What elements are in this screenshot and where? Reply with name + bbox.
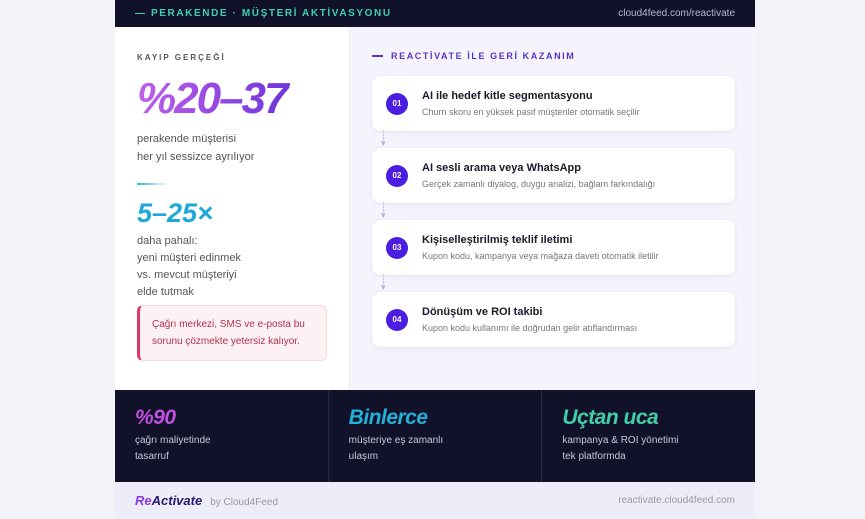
step-desc: Churn skoru en yüksek pasif müşteriler o… [422, 107, 640, 117]
steps-panel: REACTİVATE İLE GERİ KAZANIM 01 AI ile hed… [350, 27, 755, 390]
stat-label: müşteriye eş zamanlı ulaşım [348, 435, 444, 462]
step-number: 01 [386, 92, 408, 115]
header: — PERAKENDE · MÜŞTERİ AKTİVASYONU cloud4… [115, 0, 755, 27]
step-number: 03 [386, 236, 408, 259]
infographic-card: — PERAKENDE · MÜŞTERİ AKTİVASYONU cloud4… [115, 0, 755, 519]
footer-url[interactable]: reactivate.cloud4feed.com [618, 495, 735, 506]
step-number: 04 [386, 308, 408, 331]
connector-arrow-icon: ┆ ▾ [381, 130, 387, 148]
step-card: 04 Dönüşüm ve ROI takibi Kupon kodu kullan… [372, 292, 735, 347]
churn-desc: perakende müşterisi her yıl sessizce ayrı… [137, 133, 255, 163]
stat-value: Binlerce [348, 406, 428, 429]
brand-logo: ReActivate [135, 492, 203, 508]
warning-callout: Çağrı merkezi, SMS ve e-posta bu sorunu … [137, 305, 327, 361]
divider [137, 183, 169, 185]
step-card: 02 AI sesli arama veya WhatsApp Gerçek zam… [372, 148, 735, 203]
step-desc: Kupon kodu kullanımı ile doğrudan gelir … [422, 323, 638, 333]
section-label: KAYIP GERÇEĞİ [137, 53, 226, 62]
stat-item: %90 çağrı maliyetinde tasarruf [115, 390, 329, 482]
connector-arrow-icon: ┆ ▾ [381, 202, 387, 220]
stat-item: Uçtan uca kampanya & ROI yönetimi tek plat… [542, 390, 755, 482]
stat-value: Uçtan uca [562, 406, 659, 429]
footer: ReActivate by Cloud4Feed reactivate.cloud… [115, 482, 755, 519]
stat-label: kampanya & ROI yönetimi tek platformda [562, 435, 679, 462]
step-desc: Kupon kodu, kampanya veya mağaza daveti … [422, 251, 659, 261]
stats-bar: %90 çağrı maliyetinde tasarruf Binlerce müşt… [115, 390, 755, 482]
stat-label: çağrı maliyetinde tasarruf [135, 435, 211, 462]
step-title: Dönüşüm ve ROI takibi [422, 306, 543, 318]
stat-item: Binlerce müşteriye eş zamanlı ulaşım [329, 390, 543, 482]
cost-desc: daha pahalı: yeni müşteri edinmek vs. mevc… [137, 235, 241, 298]
step-title: AI ile hedef kitle segmentasyonu [422, 90, 593, 102]
steps-heading: REACTİVATE İLE GERİ KAZANIM [372, 51, 735, 61]
loss-panel: KAYIP GERÇEĞİ %20–37 perakende müşterisi… [115, 27, 350, 390]
step-card: 01 AI ile hedef kitle segmentasyonu Churn … [372, 76, 735, 131]
step-desc: Gerçek zamanlı diyalog, duygu analizi, b… [422, 179, 656, 189]
step-card: 03 Kişiselleştirilmiş teklif iletimi Kupon… [372, 220, 735, 275]
connector-arrow-icon: ┆ ▾ [381, 274, 387, 292]
stat-value: %90 [135, 406, 176, 429]
brand-by: by Cloud4Feed [210, 496, 279, 508]
header-url[interactable]: cloud4feed.com/reactivate [618, 8, 735, 19]
step-title: AI sesli arama veya WhatsApp [422, 162, 581, 174]
churn-stat: %20–37 [137, 74, 327, 124]
header-title: — PERAKENDE · MÜŞTERİ AKTİVASYONU [135, 8, 392, 19]
cost-stat: 5–25× [137, 198, 213, 228]
step-title: Kişiselleştirilmiş teklif iletimi [422, 234, 573, 246]
step-number: 02 [386, 164, 408, 187]
